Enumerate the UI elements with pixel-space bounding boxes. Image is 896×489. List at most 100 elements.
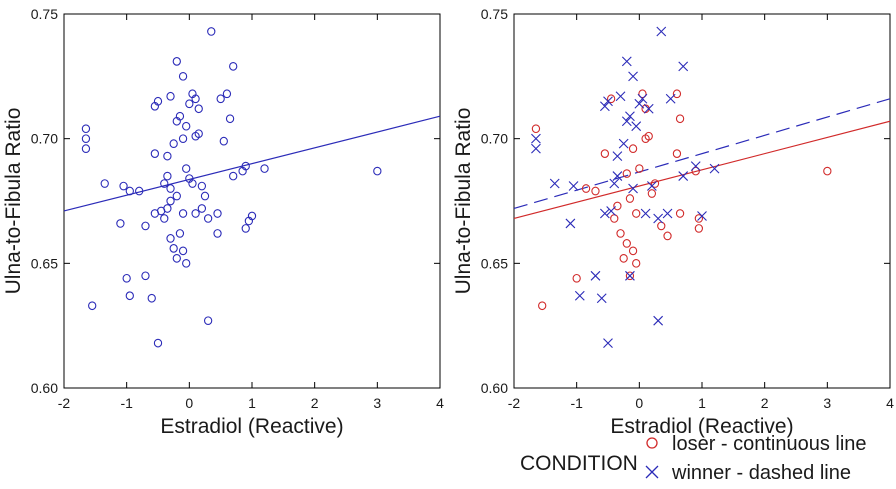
data-point-circle — [197, 204, 207, 213]
legend-label-winner: winner - dashed line — [671, 462, 851, 484]
data-point-circle — [219, 136, 228, 146]
data-point-circle — [638, 89, 647, 99]
y-tick-label: 0.65 — [31, 255, 58, 271]
data-point-circle — [166, 234, 175, 243]
data-point-circle — [125, 186, 134, 196]
data-point-x — [531, 133, 541, 144]
data-point-circle — [178, 71, 188, 81]
x-tick-label: 1 — [698, 395, 706, 411]
data-point-circle — [675, 114, 685, 124]
x-tick-label: 2 — [311, 395, 319, 411]
x-tick-label: 0 — [635, 395, 643, 411]
data-point-x — [606, 206, 617, 216]
data-point-circle — [88, 301, 97, 311]
x-axis-label: Estradiol (Reactive) — [610, 415, 793, 438]
data-point-circle — [635, 164, 644, 173]
y-tick-label: 0.60 — [31, 380, 58, 396]
plot-frame — [63, 13, 441, 389]
data-point-circle — [622, 169, 631, 178]
data-point-circle — [247, 211, 257, 221]
x-tick-label: -1 — [120, 395, 133, 411]
data-point-circle — [823, 166, 832, 176]
legend-title: CONDITION — [520, 452, 638, 475]
data-point-circle — [194, 129, 203, 139]
data-point-x — [662, 208, 673, 219]
data-point-circle — [141, 221, 150, 231]
data-point-x — [609, 178, 620, 189]
data-point-x — [599, 101, 610, 112]
data-point-circle — [153, 338, 163, 348]
data-point-circle — [178, 246, 188, 256]
data-point-circle — [147, 293, 156, 303]
data-point-circle — [166, 91, 175, 101]
data-point-x — [574, 290, 585, 301]
data-point-circle — [675, 209, 685, 218]
data-point-circle — [169, 244, 178, 253]
data-point-circle — [182, 258, 191, 268]
data-point-x — [643, 103, 654, 114]
y-axis-label: Ulna-to-Fibula Ratio — [452, 108, 475, 295]
legend-item-loser: loser - continuous line — [646, 433, 867, 455]
data-point-circle — [619, 253, 628, 263]
data-point-x — [618, 138, 629, 149]
data-point-x — [653, 213, 664, 224]
y-tick-label: 0.70 — [481, 131, 508, 147]
x-tick-label: -2 — [58, 395, 71, 411]
data-point-circle — [200, 191, 210, 201]
data-point-circle — [600, 149, 610, 158]
data-point-circle — [188, 179, 197, 188]
data-point-x — [678, 171, 689, 181]
data-point-circle — [166, 184, 175, 193]
data-point-x — [612, 171, 623, 181]
data-point-circle — [160, 214, 169, 223]
data-point-circle — [81, 144, 91, 153]
y-tick-label: 0.75 — [481, 6, 508, 22]
data-point-circle — [182, 121, 191, 131]
data-point-circle — [81, 134, 91, 144]
data-point-circle — [657, 221, 666, 231]
data-point-x — [531, 143, 541, 154]
data-point-circle — [625, 271, 635, 281]
data-point-circle — [625, 194, 635, 203]
data-point-circle — [163, 151, 172, 161]
data-point-circle — [222, 89, 232, 99]
data-point-circle — [691, 166, 700, 176]
data-point-circle — [207, 27, 216, 36]
data-point-circle — [628, 246, 638, 256]
data-point-circle — [647, 189, 657, 198]
data-point-x — [565, 218, 576, 229]
x-tick-label: -2 — [508, 395, 521, 411]
data-point-circle — [203, 214, 213, 223]
left-scatter-panel: -2 -1 0 1 2 3 4 0.60 0.65 0.70 0.75 Estradiol (Reac… — [2, 6, 444, 438]
data-point-circle — [153, 96, 163, 106]
data-point-x — [678, 61, 689, 72]
x-axis-label: Estradiol (Reactive) — [160, 415, 343, 438]
data-point-circle — [172, 191, 181, 201]
data-point-circle — [125, 291, 134, 301]
data-point-circle — [663, 231, 672, 241]
data-point-x — [612, 151, 623, 162]
legend: CONDITION loser - continuous line winner… — [520, 433, 867, 484]
data-point-circle — [185, 99, 194, 109]
data-point-circle — [622, 239, 631, 248]
data-point-x — [697, 211, 707, 221]
data-point-circle — [581, 184, 591, 193]
data-point-circle — [610, 214, 619, 223]
y-tick-label: 0.70 — [31, 131, 58, 147]
data-point-circle — [178, 209, 188, 218]
data-point-circle — [182, 164, 191, 173]
x-tick-label: 3 — [823, 395, 831, 411]
data-point-circle — [141, 271, 150, 281]
data-point-circle — [538, 301, 547, 311]
data-point-x — [625, 270, 635, 281]
data-point-circle — [135, 186, 144, 196]
data-point-circle — [163, 204, 172, 213]
data-point-x — [709, 163, 720, 174]
data-point-circle — [632, 209, 641, 218]
data-point-circle — [150, 149, 160, 158]
data-point-circle — [628, 144, 638, 153]
data-point-circle — [175, 229, 185, 238]
data-point-circle — [100, 179, 109, 188]
